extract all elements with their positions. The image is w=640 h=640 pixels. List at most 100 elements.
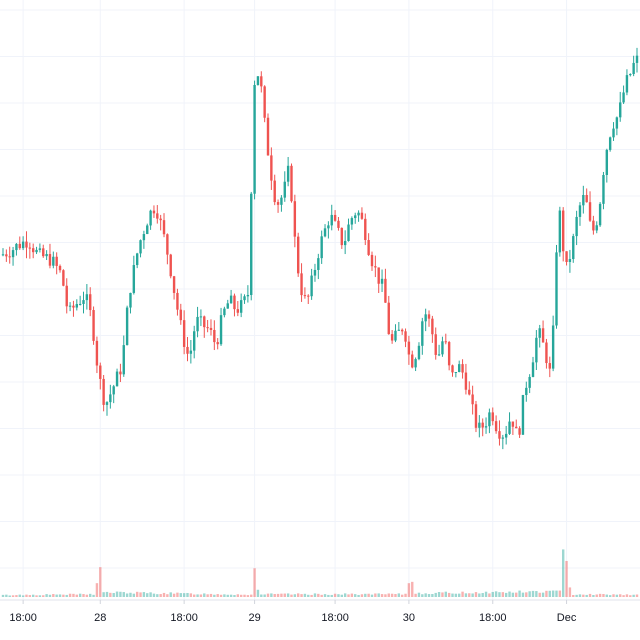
candle-body [447,342,451,366]
candle-body [380,278,384,284]
volume-bar [464,593,468,597]
volume-bar [498,592,501,597]
volume-bar [15,595,18,597]
candle-body [286,165,290,182]
volume-bar [414,593,417,597]
volume-bar [608,595,612,597]
volume-bar [484,591,488,597]
candle-body [414,359,417,368]
candle-body [72,305,75,308]
volume-bar [615,594,619,597]
candle-body [484,426,488,428]
candle-body [135,253,139,266]
volume-bar [303,593,307,597]
candle-body [82,300,85,304]
candle-body [146,225,149,235]
candle-body [296,236,300,274]
candle-body [109,394,112,403]
candle-body [434,334,437,355]
volume-bar [447,592,451,597]
candle-body [565,251,568,263]
volume-bar [42,595,45,597]
candle-body [122,345,125,375]
candle-body [558,210,562,253]
volume-bar [585,594,588,597]
candle-body [417,345,421,360]
volume-bar [578,594,582,597]
volume-bar [203,593,206,597]
volume-bar [515,592,518,597]
volume-bar [48,594,52,597]
volume-bar [471,593,474,597]
candle-body [464,372,468,390]
volume-bar [411,581,414,597]
candle-body [330,214,333,226]
volume-bar [5,594,8,597]
candle-body [52,256,55,266]
candle-body [323,228,327,237]
candle-body [115,371,119,387]
volume-bar [226,594,229,597]
volume-bar [468,593,471,597]
volume-bar [307,594,310,597]
volume-bar [182,593,186,597]
time-axis: 18:00 28 18:00 29 18:00 30 18:00 Dec [9,600,577,624]
candle-body [132,265,136,293]
volume-bar [18,594,21,597]
volume-bar [343,593,347,597]
candle-body [421,321,424,346]
volume-bar [478,593,481,597]
candle-body [11,250,15,258]
candle-body [233,295,236,310]
candle-body [454,371,458,373]
candle-body [397,329,401,331]
candle-body [303,295,307,297]
volume-bar [397,593,401,597]
candle-body [31,248,35,253]
volume-bar [592,595,595,597]
volume-bar [45,594,48,597]
candle-body [575,216,578,237]
candle-body [407,341,411,355]
candle-body [219,315,223,345]
candle-body [280,197,283,205]
candle-body [172,276,176,293]
candle-body [538,328,541,338]
volume-bar [437,592,441,597]
candle-body [622,92,625,103]
candle-body [572,236,575,260]
volume-bar [572,595,575,597]
candle-body [213,329,216,343]
volume-bar [122,592,125,597]
candle-body [327,225,330,229]
candle-body [548,363,551,369]
candle-body [320,236,323,259]
candle-body [166,234,169,255]
x-tick-label: 18:00 [9,612,37,624]
volume-bar [82,594,85,597]
volume-bar [551,590,555,597]
candle-body [45,254,48,257]
volume-bar [1,594,5,597]
volume-bar [562,549,565,597]
volume-bar [521,592,525,597]
candle-body [196,316,199,332]
candle-body [176,292,179,310]
candle-body [568,259,572,263]
volume-bar [558,590,562,597]
volume-bar [105,591,109,597]
candle-body [99,365,102,379]
volume-bar [21,595,25,597]
x-tick-label: 30 [403,612,415,624]
volume-bar [193,594,196,597]
candle-body [451,365,454,373]
volume-bar [260,594,263,597]
volume-bar [263,594,266,597]
candle-body [92,310,95,341]
candle-body [199,316,203,318]
volume-bar [384,594,387,597]
volume-bar [340,594,344,597]
candle-body [209,327,213,330]
